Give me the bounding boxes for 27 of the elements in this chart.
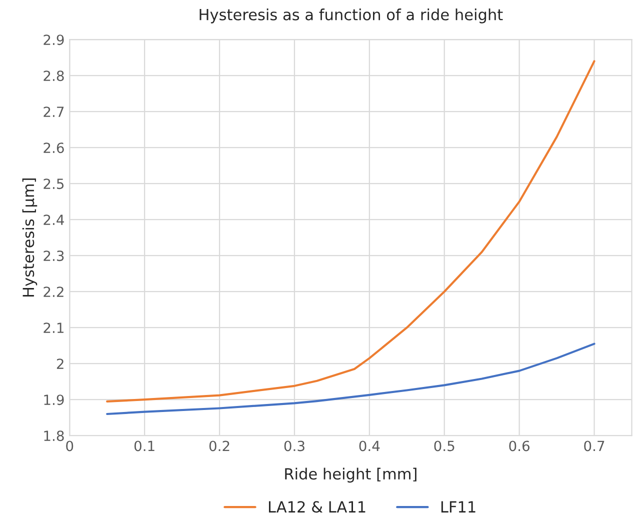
x-tick-label: 0.5 — [434, 440, 454, 452]
y-tick-label: 1.9 — [44, 394, 64, 406]
y-tick-label: 2.1 — [44, 322, 64, 333]
x-tick-label: 0.2 — [209, 440, 230, 452]
y-tick-label: 2.5 — [44, 178, 64, 190]
legend-label: LA12 & LA11 — [268, 501, 366, 513]
x-tick-label: 0.4 — [359, 440, 380, 452]
x-tick-label: 0.7 — [584, 440, 604, 452]
x-tick-label: 0.6 — [509, 440, 530, 452]
y-axis-title: Hysteresis [µm] — [22, 178, 38, 296]
y-tick-label: 2.6 — [44, 142, 64, 154]
x-tick-label: 0.3 — [284, 440, 304, 452]
chart-title: Hysteresis as a function of a ride height — [200, 8, 503, 24]
line-series — [106, 342, 596, 416]
y-tick-label: 2.2 — [44, 286, 64, 297]
y-tick-label: 2.8 — [44, 70, 64, 82]
y-tick-label: 2.7 — [44, 106, 64, 117]
y-tick-label: 2 — [56, 358, 64, 369]
y-tick-label: 2.9 — [44, 34, 64, 46]
legend-label: LF11 — [441, 501, 476, 512]
y-tick-label: 1.8 — [44, 430, 64, 442]
line-series — [106, 60, 596, 402]
x-tick-label: 0 — [66, 440, 74, 452]
y-tick-label: 2.4 — [44, 214, 64, 225]
y-tick-label: 2.3 — [44, 250, 64, 262]
x-axis-title: Ride height [mm] — [285, 468, 416, 483]
x-tick-label: 0.1 — [134, 440, 154, 452]
